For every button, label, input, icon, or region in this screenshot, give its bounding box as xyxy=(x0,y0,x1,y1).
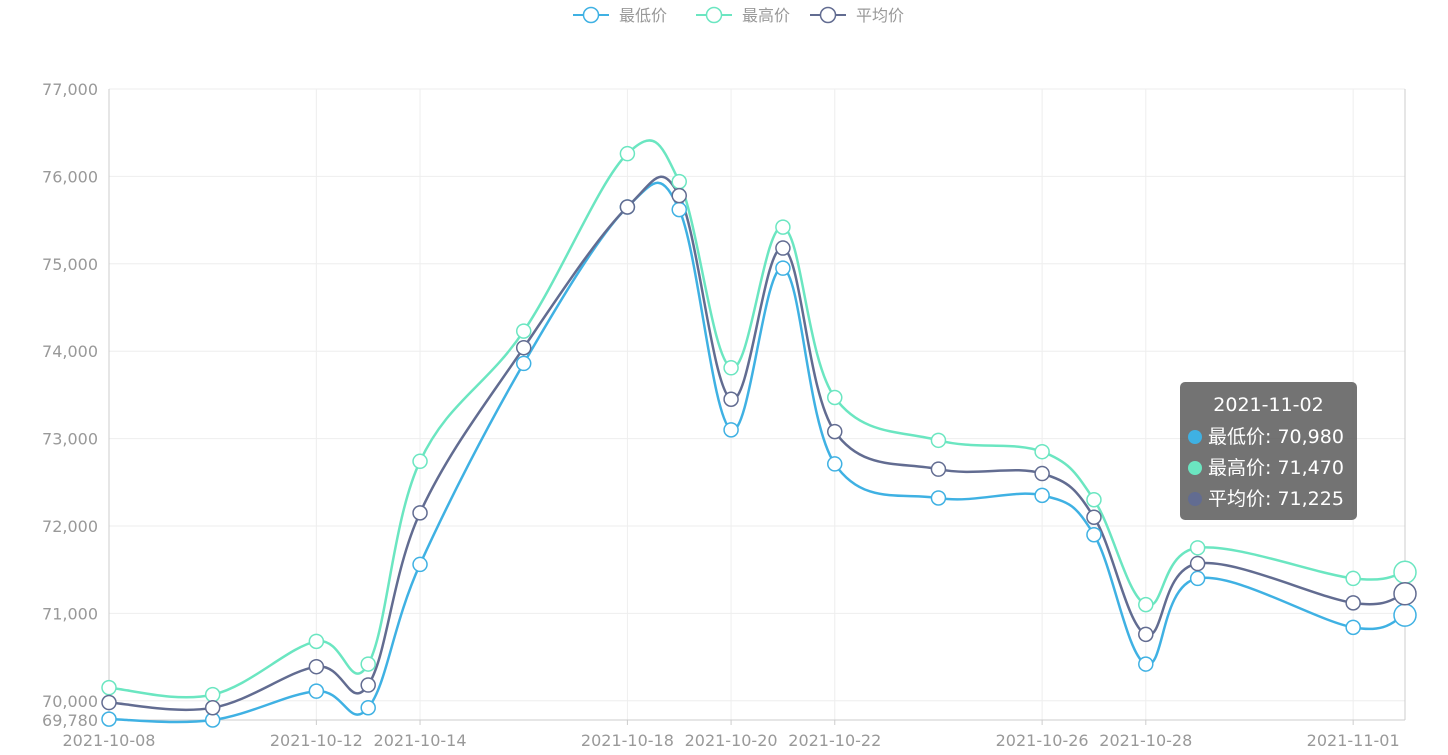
data-point[interactable] xyxy=(204,700,221,716)
data-point[interactable] xyxy=(1138,626,1154,643)
data-point[interactable] xyxy=(827,423,843,440)
data-point[interactable] xyxy=(930,461,947,477)
data-point[interactable] xyxy=(1345,619,1361,636)
y-tick-label: 73,000 xyxy=(42,430,98,449)
y-tick-label: 69,780 xyxy=(42,711,98,730)
data-point[interactable] xyxy=(1034,443,1050,460)
data-point[interactable] xyxy=(412,453,428,470)
tooltip-value-high: 71,470 xyxy=(1277,457,1344,479)
data-point[interactable] xyxy=(1086,509,1102,525)
data-point[interactable] xyxy=(827,456,843,472)
legend-item-0[interactable]: 最低价 xyxy=(573,6,667,25)
data-point[interactable] xyxy=(515,339,532,356)
y-tick-label: 76,000 xyxy=(42,167,98,186)
data-point[interactable] xyxy=(930,432,947,449)
x-tick-label: 2021-10-12 xyxy=(270,731,363,750)
data-point[interactable] xyxy=(671,201,687,218)
legend-marker xyxy=(819,6,837,24)
data-point[interactable] xyxy=(1393,603,1417,627)
x-tick-label: 2021-10-26 xyxy=(996,731,1089,750)
tooltip-label-low: 最低价 xyxy=(1208,426,1266,448)
x-tick-label: 2021-11-01 xyxy=(1307,731,1400,750)
data-point[interactable] xyxy=(1393,560,1417,585)
x-tick-label: 2021-10-14 xyxy=(374,731,467,750)
data-point[interactable] xyxy=(775,219,791,235)
y-tick-label: 74,000 xyxy=(42,342,98,361)
x-tick-label: 2021-10-20 xyxy=(685,731,778,750)
data-point[interactable] xyxy=(308,633,325,650)
x-tick-label: 2021-10-08 xyxy=(63,731,156,750)
legend-marker xyxy=(705,6,723,24)
x-tick-label: 2021-10-18 xyxy=(581,731,674,750)
legend-marker xyxy=(582,6,600,24)
legend-item-1[interactable]: 最高价 xyxy=(696,6,790,25)
data-point[interactable] xyxy=(1189,555,1206,572)
data-point[interactable] xyxy=(671,173,687,190)
data-point[interactable] xyxy=(1086,492,1102,508)
data-point[interactable] xyxy=(1034,487,1050,504)
y-tick-label: 71,000 xyxy=(42,604,98,623)
data-point[interactable] xyxy=(723,360,739,376)
data-point[interactable] xyxy=(412,505,428,521)
y-tick-label: 75,000 xyxy=(42,255,98,274)
data-point[interactable] xyxy=(930,490,947,506)
tooltip-label-avg: 平均价 xyxy=(1208,488,1266,510)
data-point[interactable] xyxy=(1138,656,1154,672)
tooltip-row-low: 最低价: 70,980 xyxy=(1188,422,1357,453)
data-point[interactable] xyxy=(1138,596,1154,613)
tooltip-dot-avg xyxy=(1188,492,1202,506)
data-point[interactable] xyxy=(1393,581,1417,606)
x-tick-label: 2021-10-28 xyxy=(1099,731,1192,750)
data-point[interactable] xyxy=(619,199,636,215)
data-point[interactable] xyxy=(515,355,532,372)
data-point[interactable] xyxy=(671,187,687,204)
tooltip-value-low: 70,980 xyxy=(1277,426,1344,448)
data-point[interactable] xyxy=(1189,570,1206,587)
x-tick-label: 2021-10-22 xyxy=(788,731,881,750)
data-point[interactable] xyxy=(515,323,532,339)
data-point[interactable] xyxy=(101,679,117,696)
tooltip-row-high: 最高价: 71,470 xyxy=(1188,453,1357,484)
data-point[interactable] xyxy=(360,677,376,693)
data-point[interactable] xyxy=(775,260,791,276)
tooltip-label-high: 最高价 xyxy=(1208,457,1266,479)
tooltip-title: 2021-11-02 xyxy=(1213,394,1324,416)
tooltip-dot-low xyxy=(1188,430,1202,444)
legend-label: 最高价 xyxy=(742,6,790,25)
data-point[interactable] xyxy=(775,240,791,256)
data-point[interactable] xyxy=(723,422,739,438)
data-point[interactable] xyxy=(723,391,739,408)
legend-item-2[interactable]: 平均价 xyxy=(810,6,904,25)
data-point[interactable] xyxy=(1345,570,1361,587)
data-point[interactable] xyxy=(1189,540,1206,556)
data-point[interactable] xyxy=(412,556,428,573)
y-tick-label: 72,000 xyxy=(42,517,98,536)
tooltip: 2021-11-02 最低价: 70,980 最高价: 71,470 平均价: … xyxy=(1180,382,1357,520)
data-point[interactable] xyxy=(101,694,117,711)
data-points[interactable] xyxy=(101,145,1417,728)
data-point[interactable] xyxy=(360,656,376,672)
y-tick-label: 77,000 xyxy=(42,80,98,99)
tooltip-value-avg: 71,225 xyxy=(1277,488,1344,510)
data-point[interactable] xyxy=(1086,526,1102,543)
legend[interactable]: 最低价 最高价 平均价 xyxy=(573,6,904,25)
data-point[interactable] xyxy=(204,686,221,703)
legend-label: 最低价 xyxy=(619,6,667,25)
data-point[interactable] xyxy=(101,711,117,727)
y-tick-label: 70,000 xyxy=(42,692,98,711)
data-point[interactable] xyxy=(1345,595,1361,611)
tooltip-row-avg: 平均价: 71,225 xyxy=(1188,484,1357,515)
data-point[interactable] xyxy=(1034,465,1050,482)
legend-label: 平均价 xyxy=(856,6,904,25)
data-point[interactable] xyxy=(360,700,376,716)
data-point[interactable] xyxy=(308,683,325,699)
data-point[interactable] xyxy=(827,389,843,406)
tooltip-dot-high xyxy=(1188,461,1202,475)
data-point[interactable] xyxy=(619,145,636,162)
data-point[interactable] xyxy=(308,658,325,675)
